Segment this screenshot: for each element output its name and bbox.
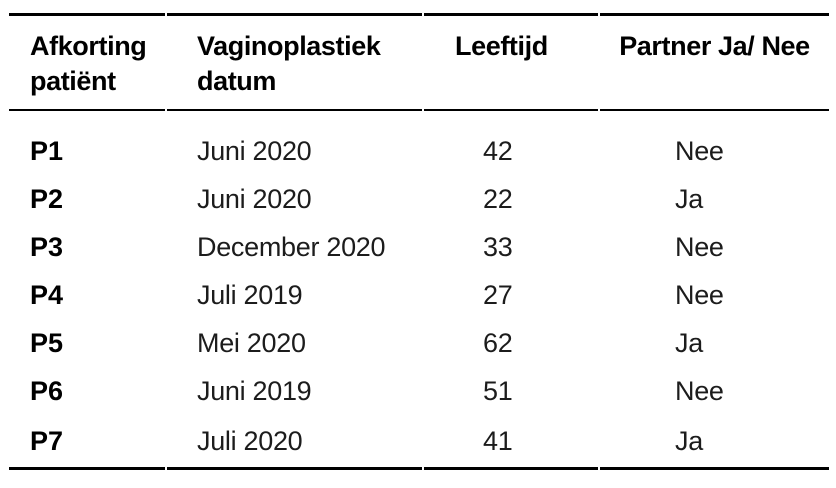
leeftijd-cell: 27: [483, 280, 513, 310]
leeftijd-cell: 33: [483, 232, 513, 262]
header-row: Afkorting patiënt Vaginoplastiek datum L…: [9, 13, 829, 111]
patient-id-cell: P6: [30, 376, 64, 406]
datum-cell: Mei 2020: [197, 328, 306, 358]
leeftijd-cell: 41: [424, 415, 598, 470]
datum-cell: Juli 2020: [167, 415, 422, 470]
header-cell-afkorting-patient: Afkorting patiënt: [9, 13, 165, 111]
leeftijd-cell: 51: [483, 376, 513, 406]
header-cell-partner: Partner Ja/ Nee: [600, 13, 829, 111]
partner-cell: Ja: [675, 328, 703, 358]
partner-cell: Ja: [600, 415, 829, 470]
patient-table: Afkorting patiënt Vaginoplastiek datum L…: [7, 13, 831, 470]
table-row: P5 Mei 2020 62 Ja: [9, 319, 829, 367]
table-row: P4 Juli 2019 27 Nee: [9, 271, 829, 319]
datum-cell: Juni 2020: [197, 184, 312, 214]
patient-id-cell: P3: [30, 232, 64, 262]
leeftijd-cell: 22: [483, 184, 513, 214]
datum-cell: Juni 2020: [197, 136, 312, 166]
datum-cell: Juni 2019: [197, 376, 312, 406]
table-header: Afkorting patiënt Vaginoplastiek datum L…: [9, 13, 829, 111]
header-cell-leeftijd: Leeftijd: [424, 13, 598, 111]
patient-id-cell: P7: [9, 415, 165, 470]
partner-cell: Nee: [675, 280, 724, 310]
patient-id-cell: P4: [30, 280, 64, 310]
leeftijd-cell: 62: [483, 328, 513, 358]
partner-cell: Nee: [675, 136, 724, 166]
table-row: P2 Juni 2020 22 Ja: [9, 175, 829, 223]
patient-id-cell: P1: [30, 136, 64, 166]
header-cell-vaginoplastiek-datum: Vaginoplastiek datum: [167, 13, 422, 111]
partner-cell: Nee: [675, 376, 724, 406]
table-body: P1 Juni 2020 42 Nee P2 Juni 2020 22 Ja P…: [9, 111, 829, 470]
patient-id-cell: P2: [30, 184, 64, 214]
partner-cell: Ja: [675, 184, 703, 214]
datum-cell: December 2020: [197, 232, 386, 262]
table-row: P3 December 2020 33 Nee: [9, 223, 829, 271]
patient-id-cell: P5: [30, 328, 64, 358]
table-row: P7 Juli 2020 41 Ja: [9, 415, 829, 470]
table-row: P6 Juni 2019 51 Nee: [9, 367, 829, 415]
partner-cell: Nee: [675, 232, 724, 262]
leeftijd-cell: 42: [483, 136, 513, 166]
datum-cell: Juli 2019: [197, 280, 303, 310]
table-row: P1 Juni 2020 42 Nee: [9, 111, 829, 175]
